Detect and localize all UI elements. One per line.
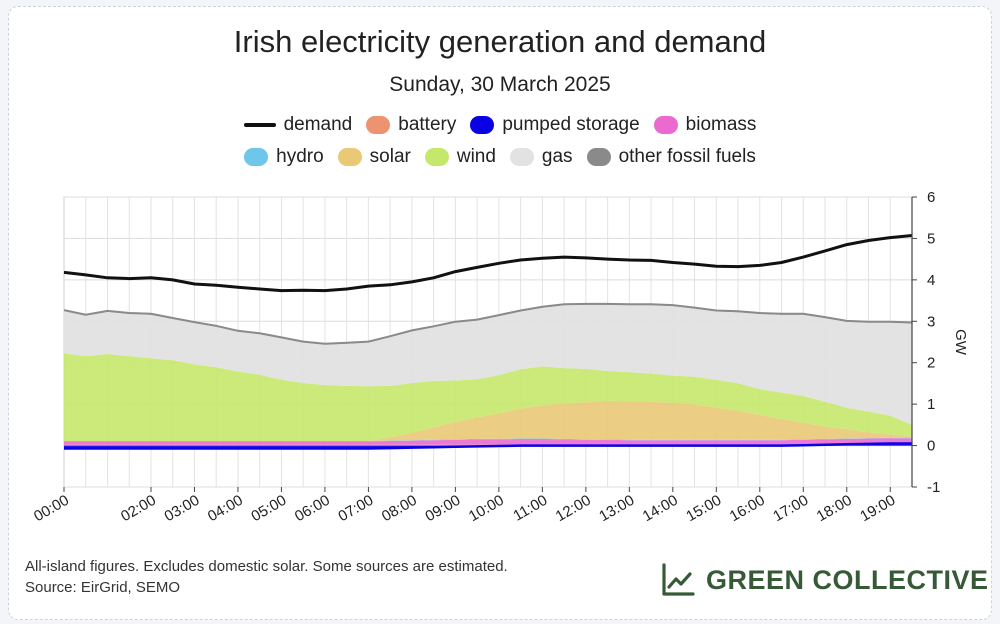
y-tick-label: 3 xyxy=(927,313,935,330)
y-tick-label: -1 xyxy=(927,479,940,496)
legend-label: biomass xyxy=(685,114,757,135)
x-tick-label: 15:00 xyxy=(683,492,724,525)
legend-swatch-solar xyxy=(337,148,362,166)
x-tick-label: 07:00 xyxy=(335,492,376,525)
legend-item-battery[interactable]: battery xyxy=(366,114,456,136)
legend-label: other fossil fuels xyxy=(618,146,756,167)
legend-label: battery xyxy=(398,114,457,135)
legend-item-solar[interactable]: solar xyxy=(337,146,411,168)
legend-swatch-pumped-storage xyxy=(470,116,495,134)
y-tick-label: 1 xyxy=(927,396,935,413)
y-tick-label: 2 xyxy=(927,355,935,372)
x-tick-label: 16:00 xyxy=(727,492,768,525)
legend-label: hydro xyxy=(276,146,324,167)
x-tick-label: 11:00 xyxy=(510,492,550,525)
legend-label: demand xyxy=(283,114,353,135)
brand-logo[interactable]: GREEN COLLECTIVE xyxy=(660,562,989,598)
x-tick-label: 18:00 xyxy=(814,492,855,525)
legend-item-gas[interactable]: gas xyxy=(509,146,573,168)
legend-swatch-demand xyxy=(243,123,276,127)
x-tick-label: 17:00 xyxy=(770,492,811,525)
x-tick-label: 06:00 xyxy=(292,492,333,525)
chart-subtitle: Sunday, 30 March 2025 xyxy=(389,73,611,96)
x-tick-label: 08:00 xyxy=(379,492,420,525)
y-tick-label: 4 xyxy=(927,272,935,289)
x-tick-label: 04:00 xyxy=(205,492,246,525)
y-tick-label: 0 xyxy=(927,438,935,455)
y-tick-label: 5 xyxy=(927,230,935,247)
area-wind xyxy=(64,353,912,441)
legend-item-demand[interactable]: demand xyxy=(243,114,353,136)
line-layer xyxy=(63,234,913,450)
legend-swatch-wind xyxy=(424,148,449,166)
legend-label: wind xyxy=(456,146,496,167)
legend-label: solar xyxy=(369,146,411,167)
legend-label: pumped storage xyxy=(502,114,640,135)
x-tick-label: 14:00 xyxy=(640,492,681,525)
footer-disclaimer: All-island figures. Excludes domestic so… xyxy=(25,558,508,575)
x-tick-label: 12:00 xyxy=(553,492,594,525)
x-tick-label: 10:00 xyxy=(466,492,507,525)
line-chart-icon xyxy=(662,563,695,596)
legend-swatch-biomass xyxy=(653,116,678,134)
legend-item-biomass[interactable]: biomass xyxy=(653,114,757,136)
legend-swatch-gas xyxy=(509,148,534,166)
legend-item-pumped-storage[interactable]: pumped storage xyxy=(470,114,640,136)
x-tick-label: 00:00 xyxy=(31,492,72,525)
legend-swatch-battery xyxy=(366,116,391,134)
line-other-fossil-fuels xyxy=(63,302,913,345)
area-hydro xyxy=(64,437,912,442)
area-solar xyxy=(64,400,912,441)
brand-name: GREEN COLLECTIVE xyxy=(706,564,989,595)
x-tick-label: 02:00 xyxy=(118,492,159,525)
legend-item-hydro[interactable]: hydro xyxy=(244,146,324,168)
x-tick-label: 13:00 xyxy=(596,492,637,525)
x-tick-label: 19:00 xyxy=(857,492,898,525)
x-tick-label: 09:00 xyxy=(422,492,463,525)
line-pumped-storage xyxy=(64,442,912,450)
legend-item-wind[interactable]: wind xyxy=(424,146,496,168)
x-tick-label: 05:00 xyxy=(248,492,289,525)
y-axis-label: GW xyxy=(952,329,969,356)
legend-swatch-other-fossil-fuels xyxy=(586,148,611,166)
area-gas xyxy=(64,304,912,425)
area-layer xyxy=(64,303,912,449)
y-tick-label: 6 xyxy=(927,189,935,206)
legend-swatch-hydro xyxy=(244,148,269,166)
area-biomass xyxy=(64,438,912,445)
footer-note: All-island figures. Excludes domestic so… xyxy=(25,556,508,598)
chart-title: Irish electricity generation and demand xyxy=(233,24,767,59)
line-demand xyxy=(63,234,913,293)
footer-source: Source: EirGrid, SEMO xyxy=(25,579,181,596)
legend-label: gas xyxy=(541,146,573,167)
x-tick-label: 03:00 xyxy=(161,492,202,525)
legend-row-2: hydro solar wind gas other fossil fuels xyxy=(0,146,1000,168)
legend-item-other-fossil-fuels[interactable]: other fossil fuels xyxy=(586,146,756,168)
legend-row-1: demand battery pumped storage biomass xyxy=(0,114,1000,136)
